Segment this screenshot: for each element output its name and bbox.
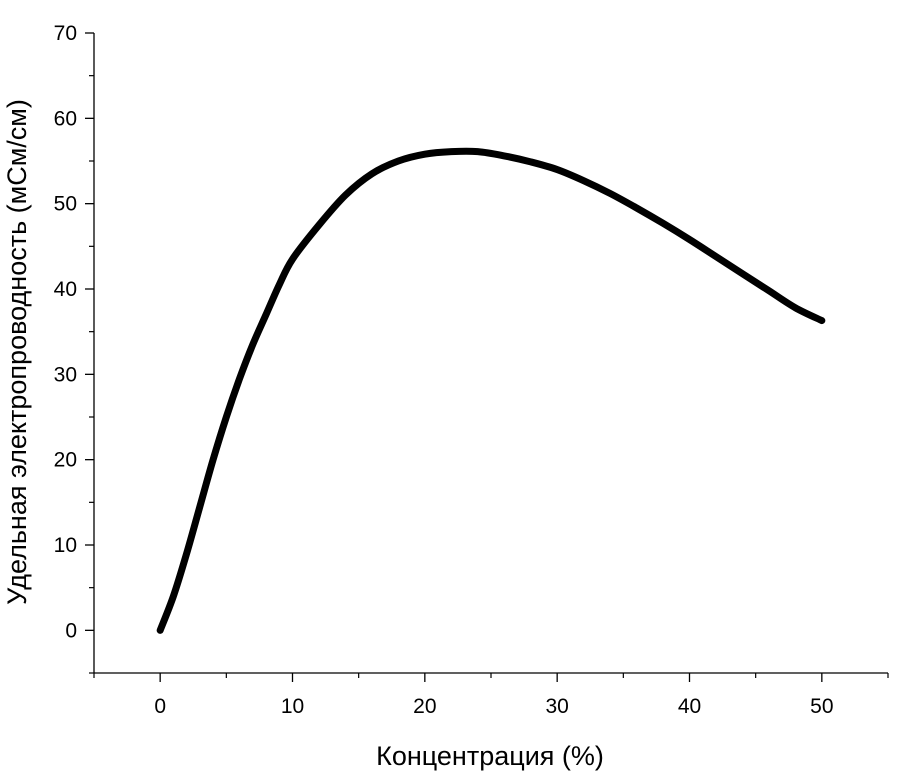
y-tick-label: 70 <box>54 22 77 45</box>
y-tick-label: 50 <box>54 193 77 216</box>
x-tick-label: 10 <box>281 695 304 718</box>
x-axis: 0 10 20 30 40 50 <box>93 673 889 718</box>
x-tick-label: 0 <box>154 695 166 718</box>
series-line <box>156 147 826 634</box>
y-tick-label: 10 <box>54 534 77 557</box>
series-layer <box>156 147 826 634</box>
y-axis-title: Удельная электропроводность (мСм/см) <box>2 99 32 605</box>
y-tick-label: 40 <box>54 278 77 301</box>
y-tick-label: 20 <box>54 449 77 472</box>
y-tick-label: 0 <box>65 619 77 642</box>
y-tick-label: 30 <box>54 363 77 386</box>
x-axis-title: Концентрация (%) <box>376 741 604 771</box>
x-tick-label: 40 <box>678 695 701 718</box>
y-tick-label: 60 <box>54 107 77 130</box>
x-tick-label: 30 <box>545 695 568 718</box>
plot-frame <box>93 33 888 674</box>
x-tick-label: 20 <box>413 695 436 718</box>
y-axis: 0 10 20 30 40 50 60 70 <box>54 22 94 674</box>
x-tick-label: 50 <box>810 695 833 718</box>
